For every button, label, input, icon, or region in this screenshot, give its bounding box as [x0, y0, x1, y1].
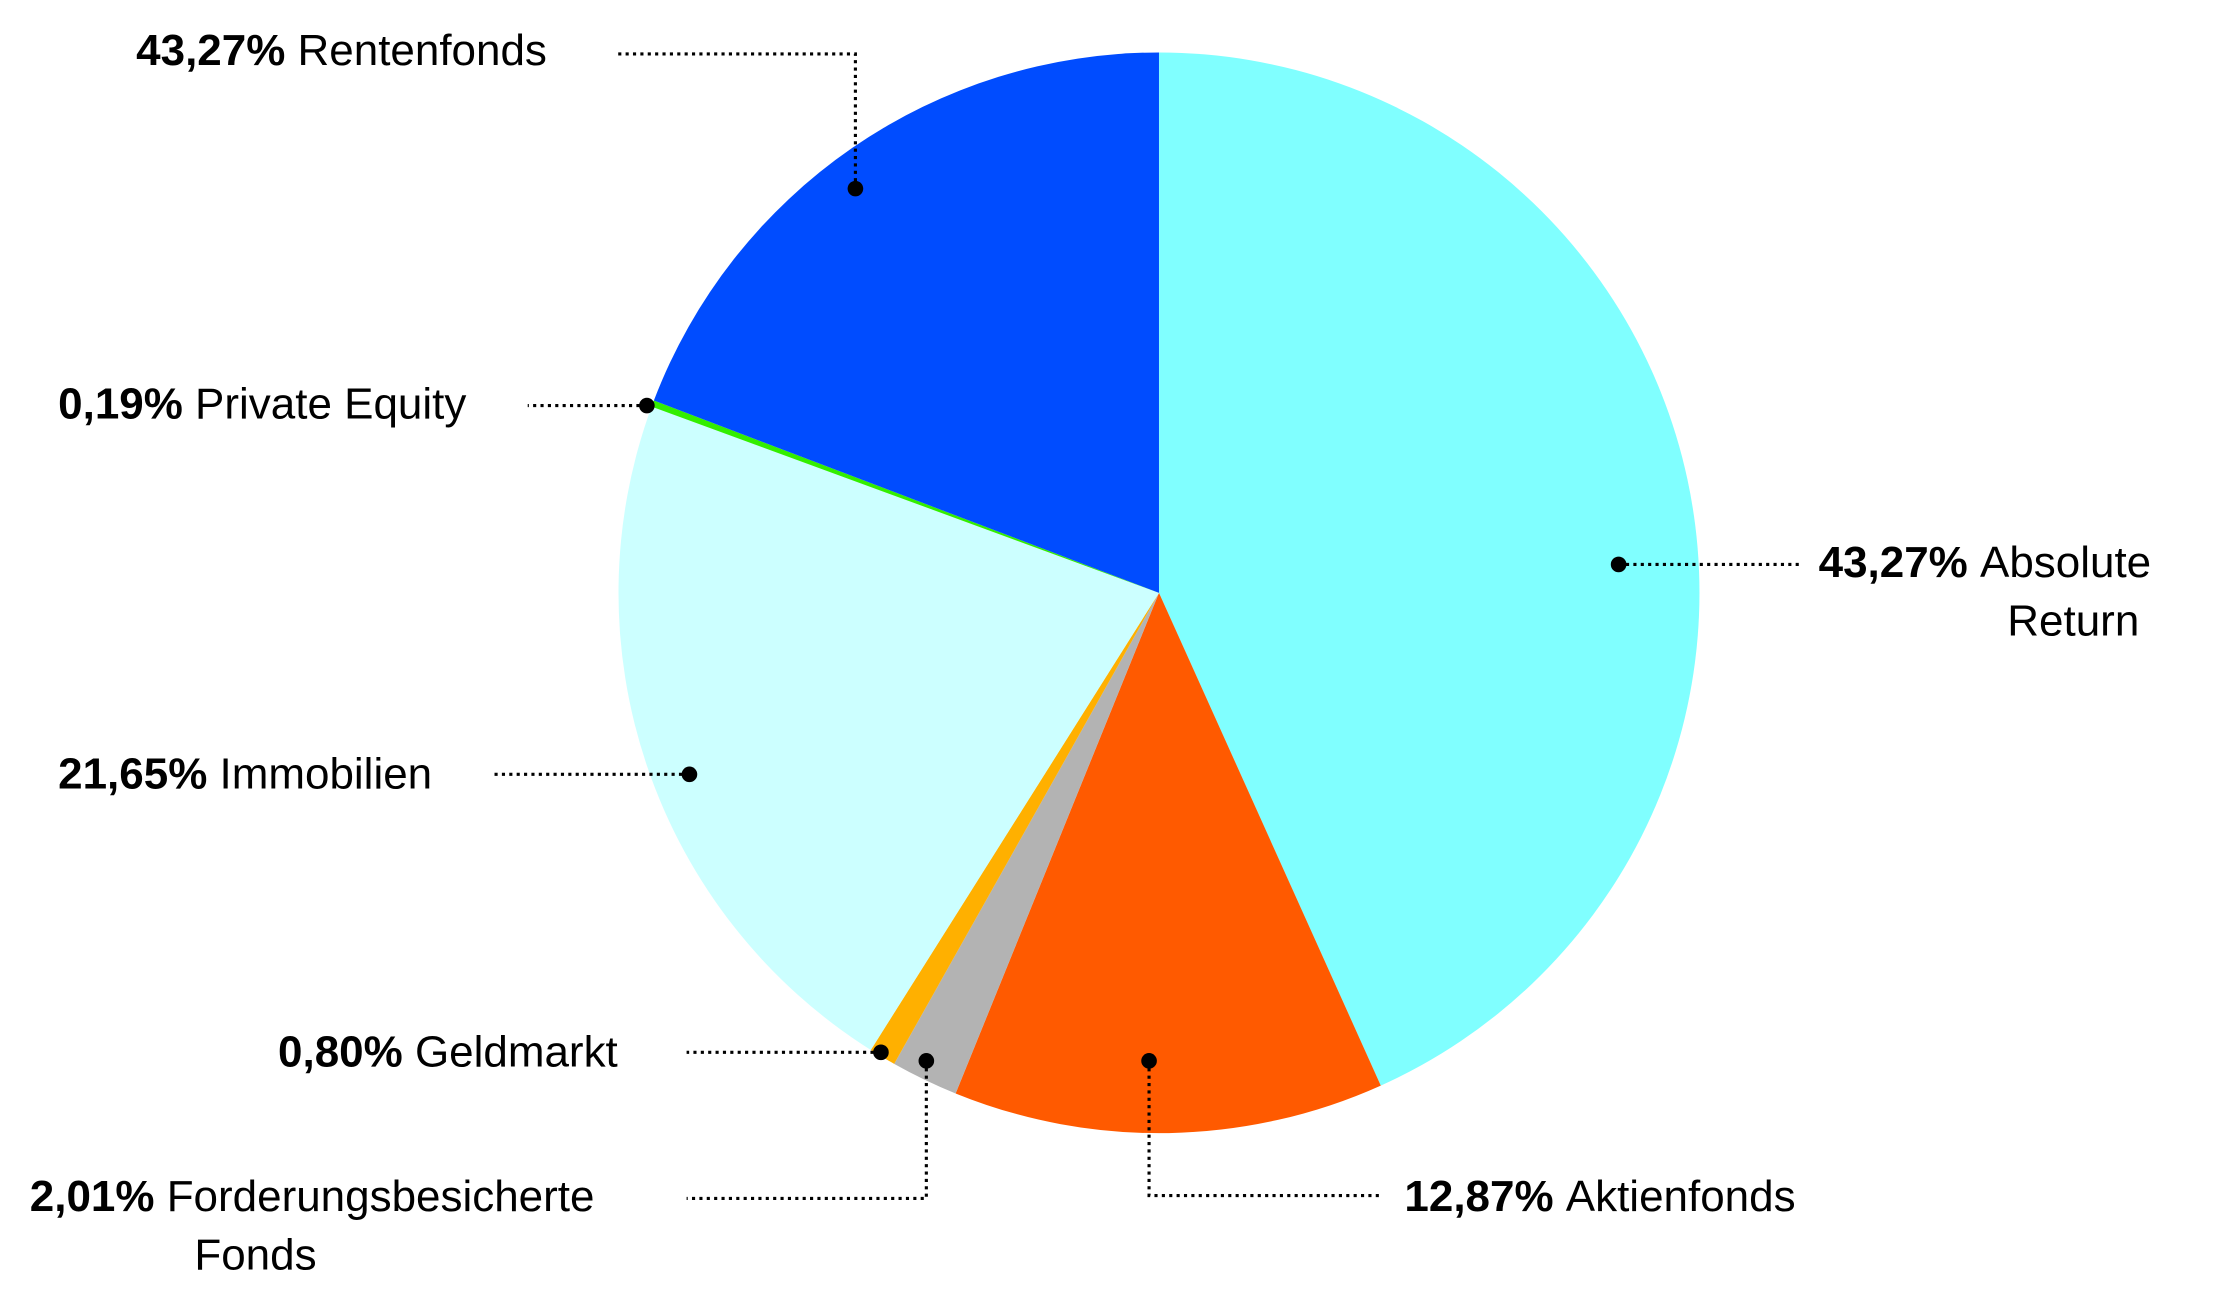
label-percentage: 43,27% [136, 26, 297, 75]
data-label-private-equity: 0,19% Private Equity [58, 379, 466, 428]
label-name: Forderungsbesicherte [167, 1172, 595, 1221]
data-label-forderungsbesicherte-fonds: 2,01% Forderungsbesicherte [30, 1172, 595, 1221]
label-percentage: 43,27% [1819, 538, 1980, 587]
label-percentage: 2,01% [30, 1172, 167, 1221]
label-percentage: 12,87% [1404, 1172, 1565, 1221]
pie-labels: 43,27% Absolute Return 12,87% Aktienfonds 2… [30, 26, 2151, 1279]
data-label-geldmarkt: 0,80% Geldmarkt [278, 1028, 618, 1077]
leader-dot-absolute-return [1610, 556, 1627, 573]
pie-slices [618, 52, 1700, 1134]
data-label-forderungsbesicherte-fonds-line2: Fonds [194, 1230, 316, 1279]
data-label-absolute-return: 43,27% Absolute [1819, 538, 2151, 587]
label-percentage: 0,80% [278, 1028, 415, 1077]
pie-slice-absolute-return [1158, 52, 1700, 1086]
label-name: Absolute [1980, 538, 2151, 587]
pie-slice-forderungsbesicherte-fonds [894, 592, 1159, 1094]
label-name: Private Equity [195, 379, 466, 428]
leader-dot-geldmarkt [873, 1044, 889, 1061]
label-name: Aktienfonds [1566, 1172, 1796, 1221]
data-label-rentenfonds: 43,27% Rentenfonds [136, 26, 547, 75]
leader-line-aktienfonds [1147, 1060, 1384, 1198]
label-name: Rentenfonds [298, 26, 547, 75]
leader-line-rentenfonds [614, 52, 857, 189]
label-name: Immobilien [220, 750, 433, 799]
label-name: Geldmarkt [415, 1028, 618, 1077]
data-label-aktienfonds: 12,87% Aktienfonds [1404, 1172, 1795, 1221]
leader-dot-forderungsbesicherte-fonds [918, 1053, 935, 1069]
pie-slice-immobilien [618, 406, 1159, 1050]
pie-slice-rentenfonds [653, 52, 1159, 593]
pie-slice-private-equity [651, 400, 1159, 593]
pie-slice-aktienfonds [955, 592, 1381, 1134]
leader-dot-rentenfonds [847, 180, 864, 197]
data-label-immobilien: 21,65% Immobilien [58, 750, 432, 799]
label-percentage: 21,65% [58, 750, 219, 799]
leader-line-forderungsbesicherte-fonds [686, 1060, 928, 1200]
pie-slice-geldmarkt [870, 592, 1159, 1064]
label-percentage: 0,19% [58, 379, 195, 428]
leader-dot-private-equity [639, 397, 655, 414]
leader-dot-immobilien [681, 766, 698, 783]
leader-dot-aktienfonds [1141, 1053, 1157, 1069]
data-label-absolute-return-line2: Return [2007, 596, 2139, 645]
